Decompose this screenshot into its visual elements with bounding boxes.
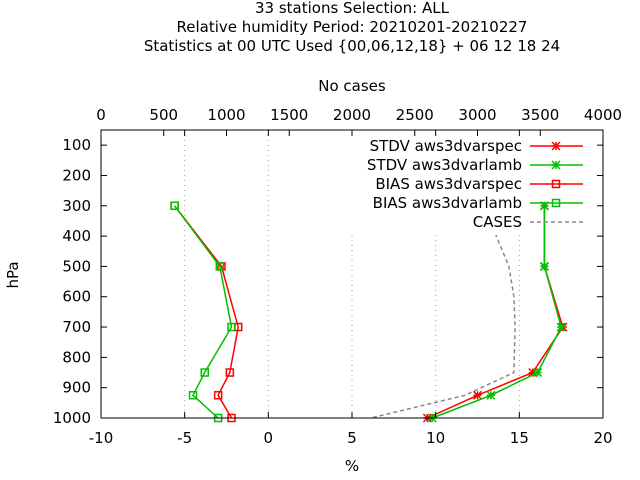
chart-title-line-1: 33 stations Selection: ALL [255,0,450,17]
x2-axis-title: No cases [318,77,386,95]
series-marker [225,368,235,377]
x2-tick-label: 2500 [396,106,434,124]
x2-tick-label: 500 [149,106,178,124]
y-tick-label: 600 [62,288,91,306]
series-marker [533,367,543,378]
series-marker [188,391,198,400]
x-tick-label: 10 [426,429,445,447]
series-marker [227,322,236,332]
x2-tick-label: 3000 [458,106,496,124]
legend-label-4: BIAS aws3dvarlamb [373,194,522,212]
series-marker [556,322,566,332]
series-marker [551,141,561,151]
y-tick-label: 900 [62,379,91,397]
x-tick-label: 5 [347,429,357,447]
x-tick-label: 15 [510,429,529,447]
y-tick-label: 800 [62,348,91,366]
x-axis-title: % [345,457,359,475]
x-tick-label: -5 [177,429,192,447]
chart-title-line-3: Statistics at 00 UTC Used {00,06,12,18} … [144,37,560,55]
x2-tick-label: 1000 [207,106,245,124]
series-layer [170,201,568,423]
legend-label-1: STDV aws3dvarspec [370,137,522,155]
series-marker [486,390,496,400]
y-tick-label: 200 [62,166,91,184]
y-tick-label: 1000 [53,409,91,427]
series-marker [539,261,549,271]
x-tick-label: -10 [89,429,114,447]
y-tick-label: 300 [62,197,91,215]
cases-layer [370,205,516,419]
series-marker [170,201,179,211]
series-marker [215,262,225,271]
y-axis-title: hPa [4,261,22,288]
legend-label-5: CASES [473,213,522,231]
series-marker [472,390,483,400]
y-tick-label: 100 [62,136,91,154]
y-tick-label: 700 [62,318,91,336]
x2-tick-label: 1500 [270,106,308,124]
chart-title-line-2: Relative humidity Period: 20210201-20210… [177,18,528,36]
x-tick-label: 20 [593,429,612,447]
x2-tick-label: 4000 [584,106,622,124]
legend-label-2: STDV aws3dvarlamb [367,156,522,174]
x2-tick-label: 2000 [333,106,371,124]
series-marker [551,160,561,170]
grid-layer [184,130,520,418]
cases-line [370,205,516,419]
axis-layer: -10 -5 0 5 10 15 200 500 1000 1500 2000 2500 3000 350… [53,106,622,447]
series-line-2 [432,205,563,419]
y-tick-label: 400 [62,227,91,245]
legend-label-3: BIAS aws3dvarspec [375,175,522,193]
series-marker [200,368,209,377]
legend-background [340,135,615,235]
series-marker [551,198,561,208]
x2-tick-label: 3500 [521,106,559,124]
y-tick-label: 500 [62,257,91,275]
x-tick-label: 0 [264,429,274,447]
series-marker [213,391,223,400]
x2-tick-label: 0 [96,106,106,124]
series-marker [551,179,561,189]
